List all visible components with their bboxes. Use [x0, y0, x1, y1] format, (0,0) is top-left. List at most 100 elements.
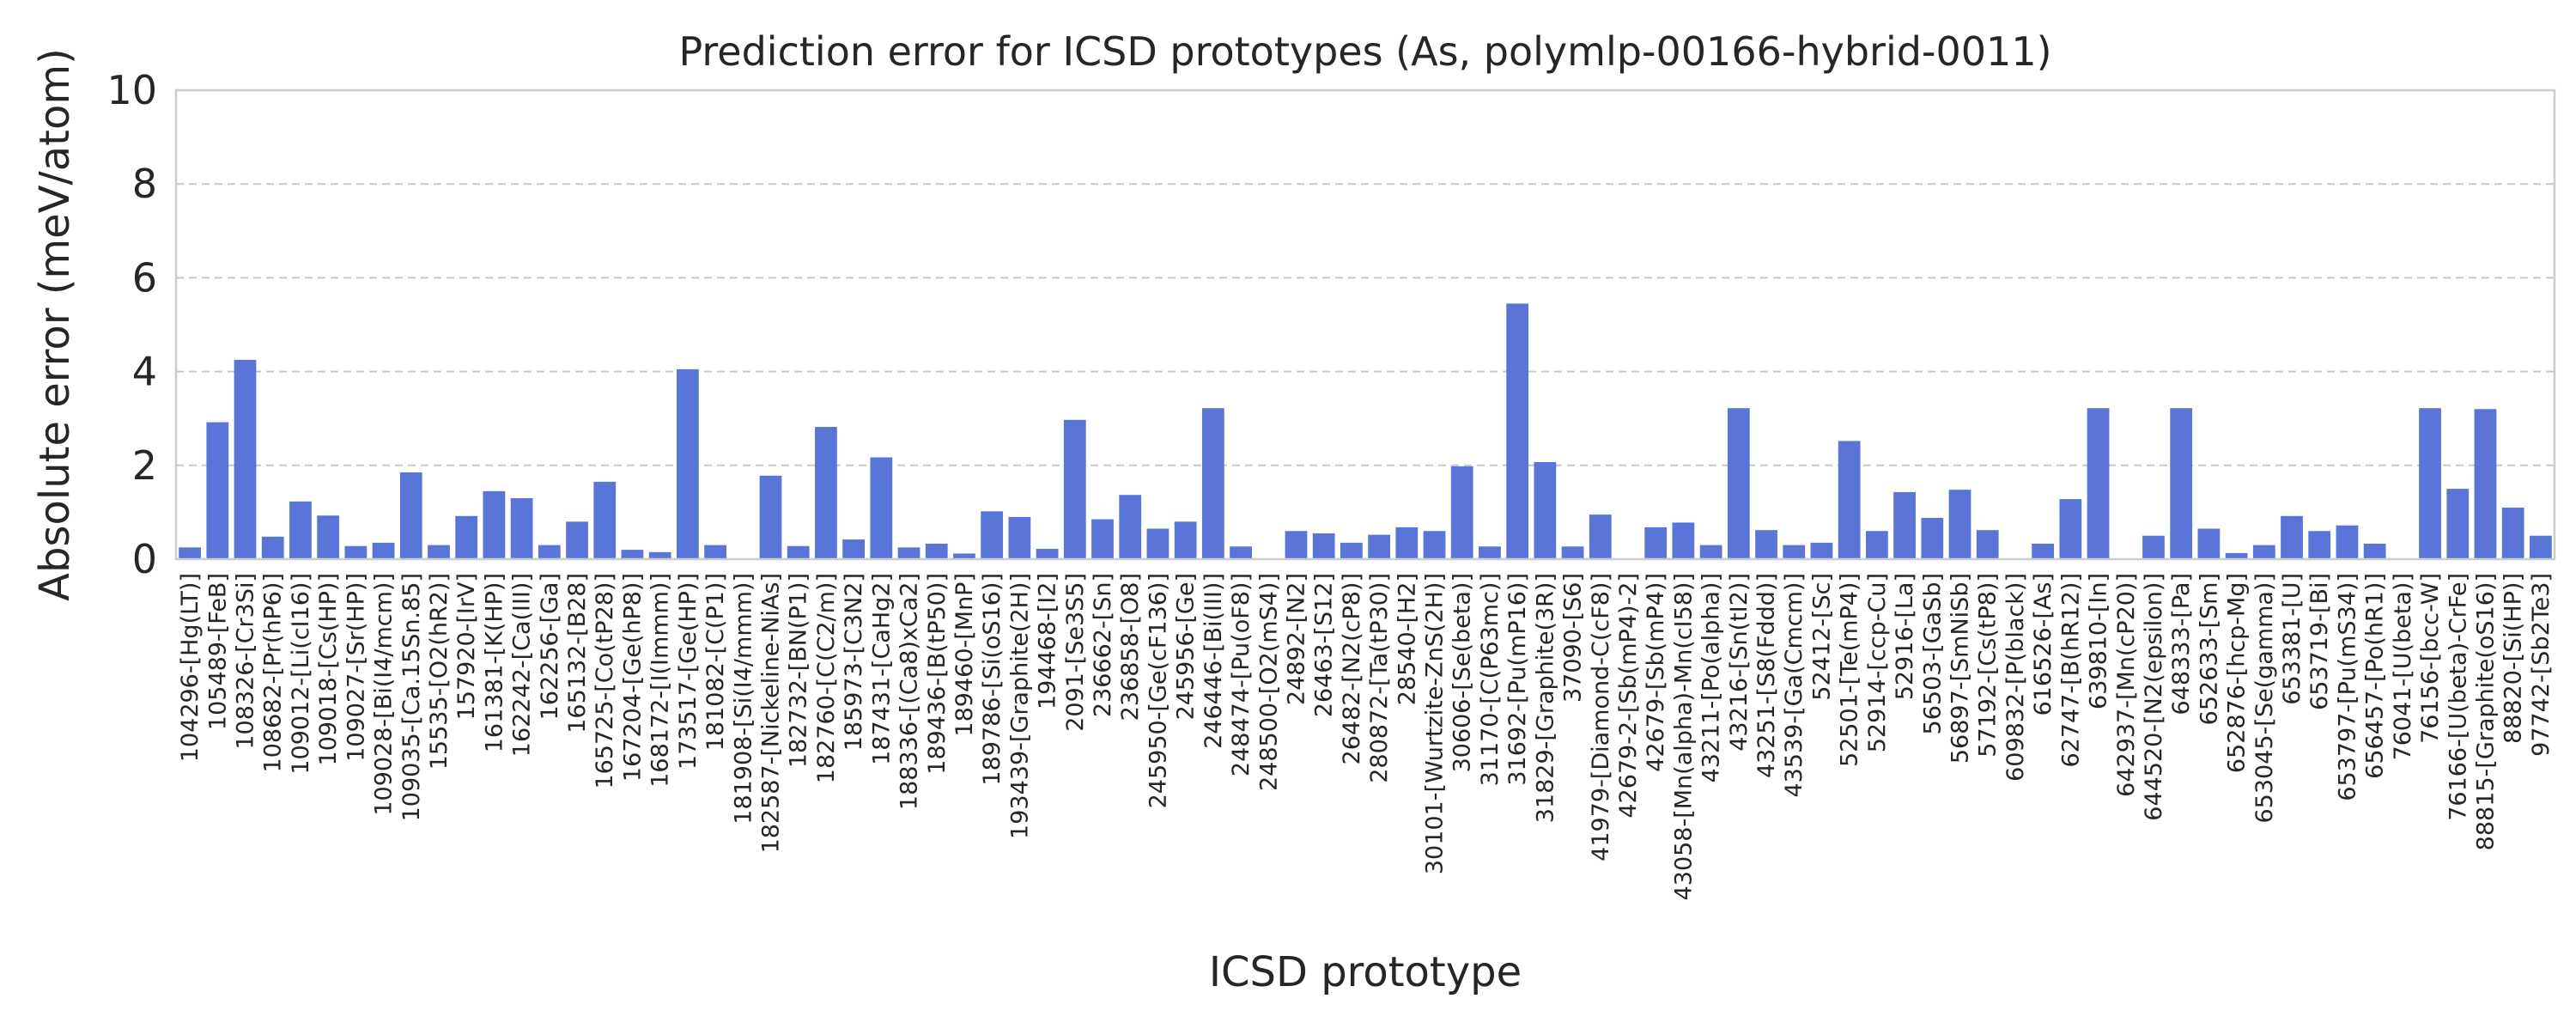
x-tick-label: 162256-[Ga] [537, 573, 563, 720]
bar [2501, 507, 2524, 559]
bar [234, 359, 257, 559]
x-tick-label: 644520-[N2(epsilon)] [2141, 573, 2167, 821]
x-tick-label: 616526-[As] [2030, 573, 2057, 715]
x-tick-label: 157920-[IrV] [453, 573, 480, 720]
x-tick-label: 161381-[K(HP)] [481, 573, 507, 752]
bar [455, 515, 478, 559]
x-tick-label: 28540-[H2] [1394, 573, 1420, 705]
bar [953, 553, 975, 559]
x-tick-label: 652876-[hcp-Mg] [2224, 573, 2251, 773]
x-tick-label: 104296-[Hg(LT)] [177, 573, 204, 762]
x-tick-label: 185973-[C3N2] [841, 573, 867, 751]
y-ticks: 0 2 4 6 8 10 [106, 67, 157, 582]
bar [1201, 408, 1224, 559]
x-tick-label: 236662-[Sn] [1090, 573, 1116, 717]
x-tick-label: 109018-[Cs(HP)] [315, 573, 342, 765]
bar [2087, 408, 2110, 559]
x-tick-label: 43211-[Po(alpha)] [1698, 573, 1725, 782]
bar [815, 427, 837, 559]
x-tick-label: 188336-[(Ca8)xCa2] [896, 573, 923, 810]
x-tick-label: 56897-[SmNiSb] [1947, 573, 1974, 764]
y-axis-label: Absolute error (meV/atom) [31, 48, 79, 601]
x-tick-label: 37090-[S6] [1560, 573, 1587, 703]
bar [538, 545, 561, 559]
x-tick-label: 162242-[Ca(III)] [509, 573, 536, 757]
x-tick-label: 43539-[Ga(Cmcm)] [1781, 573, 1807, 798]
x-tick-label: 105489-[FeB] [204, 573, 231, 730]
x-tick-label: 52914-[ccp-Cu] [1864, 573, 1891, 752]
x-tick-label: 653797-[Pu(mS34)] [2334, 573, 2360, 801]
x-tick-label: 189436-[B(tP50)] [924, 573, 951, 775]
bar [1174, 521, 1197, 559]
bar [1755, 530, 1777, 559]
x-tick-label: 43251-[S8(Fddd)] [1753, 573, 1780, 778]
bar [2336, 525, 2359, 559]
x-tick-label: 88815-[Graphite(oS16)] [2472, 573, 2499, 850]
bar [1838, 441, 1861, 559]
bar [787, 545, 810, 559]
x-tick-label: 31829-[Graphite(3R)] [1532, 573, 1558, 823]
bar [1699, 545, 1722, 559]
x-tick-label: 182732-[BN(P1)] [786, 573, 812, 768]
x-tick-label: 182587-[Nickeline-NiAs] [758, 573, 785, 853]
bar [179, 547, 201, 559]
bar [1368, 534, 1390, 559]
bar [1589, 514, 1612, 559]
x-tick-label: 30101-[Wurtzite-ZnS(2H)] [1422, 573, 1449, 874]
bar [1063, 419, 1086, 559]
bar [317, 515, 340, 559]
x-tick-label: 109027-[Sr(HP)] [343, 573, 369, 762]
x-tick-label: 653381-[U] [2279, 573, 2306, 705]
bar [1119, 495, 1142, 559]
bar [1810, 542, 1833, 559]
x-tick-label: 193439-[Graphite(2H)] [1006, 573, 1033, 839]
x-tick-label: 97742-[Sb2Te3] [2528, 573, 2555, 757]
x-tick-label: 168172-[I(Immm)] [647, 573, 674, 788]
x-tick-label: 88820-[Si(HP)] [2500, 573, 2527, 744]
bar [1948, 490, 1971, 559]
x-tick-label: 31692-[Pu(mP16)] [1504, 573, 1531, 786]
bar [621, 550, 644, 559]
x-tick-label: 648333-[Pa] [2168, 573, 2195, 715]
x-tick-label: 52501-[Te(mP4)] [1837, 573, 1863, 767]
bar [1534, 461, 1557, 559]
bar [2474, 409, 2497, 559]
bars [179, 303, 2552, 559]
x-tick-label: 167204-[Ge(hP8)] [619, 573, 646, 782]
x-tick-label: 109028-[Bi(I4/mcm)] [371, 573, 398, 816]
x-tick-label: 42679-[Sb(mP4)] [1643, 573, 1669, 772]
bar [1423, 531, 1446, 559]
x-tick-label: 181082-[C(P1)] [702, 573, 729, 751]
bar [2281, 515, 2303, 559]
x-tick-label: 609832-[P(black)] [2002, 573, 2029, 782]
x-tick-label: 246446-[Bi(III)] [1200, 573, 1227, 749]
bar [2142, 535, 2165, 559]
bar [1893, 491, 1916, 559]
bar [2032, 543, 2055, 559]
x-tick-label: 108682-[Pr(hP6)] [260, 573, 287, 772]
x-tick-label: 24892-[N2] [1283, 573, 1309, 705]
x-tick-label: 653045-[Se(gamma)] [2251, 573, 2278, 824]
bar [1340, 542, 1363, 559]
bar [676, 368, 699, 559]
x-tick-label: 173517-[Ge(HP)] [675, 573, 702, 770]
x-tick-label: 26463-[S12] [1311, 573, 1338, 717]
bar [566, 521, 588, 559]
x-tick-label: 56503-[GaSb] [1919, 573, 1946, 734]
bar [1395, 527, 1419, 559]
x-tick-label: 181908-[Si(I4/mmm)] [730, 573, 756, 825]
bar [648, 551, 671, 559]
bar [2059, 499, 2082, 559]
bar [842, 539, 866, 559]
x-tick-label: 189460-[MnP] [951, 573, 978, 737]
bar [2197, 528, 2221, 559]
bar [428, 545, 450, 559]
bar [925, 543, 948, 559]
bar [897, 547, 920, 559]
bar [1036, 548, 1059, 559]
plot-frame [174, 88, 2556, 561]
bar [372, 542, 395, 559]
x-tick-label: 57192-[Cs(tP8)] [1975, 573, 2002, 758]
